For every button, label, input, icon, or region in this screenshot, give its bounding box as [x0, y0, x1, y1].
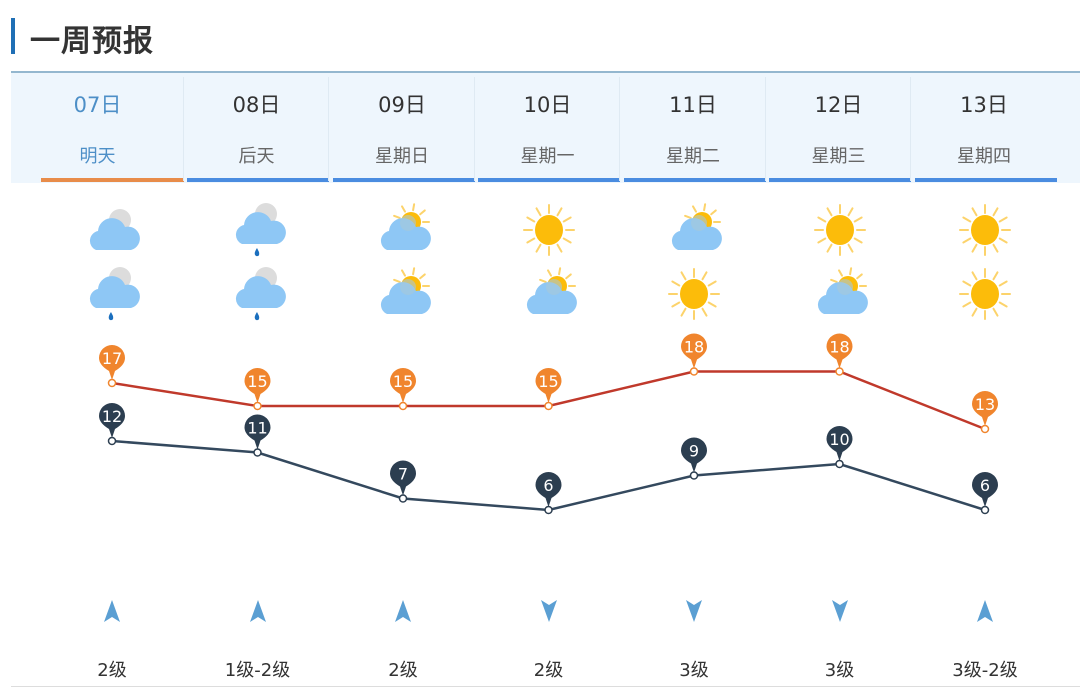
partly-cloudy-icon [373, 200, 433, 260]
sunny-icon [810, 200, 870, 260]
tab-weekday: 星期日 [375, 146, 429, 167]
low-temp-pin: 11 [244, 414, 271, 450]
cloudy-rain-icon [228, 200, 288, 260]
wind-level: 2级 [533, 660, 564, 681]
wind-level: 2级 [388, 660, 418, 681]
day-tabs: 07日 明天 08日 后天 09日 星期日 10日 星期一 11日 星期二 12日 星期三 13日 星期四 [11, 71, 1080, 183]
wind-level: 3级-2级 [952, 660, 1018, 681]
tab-underline [623, 178, 766, 182]
wind-level: 2级 [97, 660, 127, 681]
high-temp-pin: 17 [99, 345, 125, 380]
low-temp-pin: 9 [681, 437, 707, 473]
wind-level: 3级 [679, 660, 709, 681]
low-temp-pin: 7 [389, 460, 417, 496]
wind-level: 3级 [824, 660, 855, 681]
svg-text:15: 15 [393, 372, 413, 391]
wind-arrow-down-icon [534, 596, 564, 626]
tab-date: 10日 [523, 93, 572, 117]
sunny-icon [955, 264, 1015, 324]
tab-weekday: 明天 [79, 146, 116, 167]
bottom-divider [11, 686, 1080, 687]
tab-weekday: 星期二 [666, 146, 720, 167]
tab-day-1[interactable]: 08日后天 [184, 73, 329, 183]
tab-day-0[interactable]: 07日明天 [11, 73, 184, 183]
svg-text:18: 18 [684, 338, 704, 357]
high-temp-pin: 15 [244, 368, 271, 403]
low-temp-pin: 12 [99, 403, 125, 438]
svg-text:13: 13 [975, 395, 995, 414]
wind-arrow-down-icon [679, 596, 709, 626]
wind-arrow-up-icon [97, 596, 127, 626]
partly-cloudy-icon [664, 200, 724, 260]
svg-text:6: 6 [543, 476, 553, 495]
wind-arrow-up-icon [388, 596, 418, 626]
tab-underline [332, 178, 475, 182]
section-title: 一周预报 [30, 24, 154, 59]
wind-arrow-down-icon [825, 596, 855, 626]
svg-text:9: 9 [689, 442, 699, 461]
svg-text:7: 7 [398, 465, 408, 484]
partly-cloudy-icon [373, 264, 433, 324]
tab-date: 12日 [814, 93, 863, 117]
tab-day-5[interactable]: 12日星期三 [766, 73, 911, 183]
tab-underline [769, 178, 911, 182]
cloudy-rain-icon [228, 264, 288, 324]
tab-date: 08日 [232, 93, 281, 117]
low-temp-pin: 10 [826, 426, 853, 461]
svg-text:6: 6 [980, 476, 990, 495]
tab-weekday: 后天 [238, 146, 275, 167]
tab-separator [328, 77, 329, 181]
tab-weekday: 星期一 [520, 146, 575, 167]
tab-date: 11日 [669, 93, 717, 117]
wind-arrow-up-icon [243, 596, 273, 626]
tab-date: 07日 [73, 93, 122, 117]
sunny-icon [519, 200, 579, 260]
high-temp-pin: 18 [681, 333, 707, 369]
tab-weekday: 星期四 [957, 146, 1011, 167]
tab-separator [473, 77, 475, 181]
high-temp-pin: 13 [972, 391, 998, 426]
low-temp-pin: 6 [972, 472, 998, 507]
high-temp-pin: 15 [535, 368, 562, 403]
wind-level: 1级-2级 [224, 660, 291, 681]
svg-text:11: 11 [247, 419, 267, 438]
tab-underline [41, 178, 184, 182]
svg-text:10: 10 [829, 430, 849, 449]
svg-text:12: 12 [102, 407, 122, 426]
tab-separator [183, 77, 184, 181]
low-temp-pin: 6 [535, 472, 562, 507]
tab-day-4[interactable]: 11日星期二 [621, 73, 766, 183]
partly-cloudy-icon [810, 264, 870, 324]
partly-cloudy-icon [519, 264, 579, 324]
high-temp-pin: 15 [389, 367, 417, 403]
svg-text:15: 15 [538, 372, 558, 391]
tab-separator [764, 77, 766, 181]
sunny-icon [664, 264, 724, 324]
title-accent-bar [11, 18, 15, 54]
tab-underline [478, 178, 620, 182]
sunny-icon [955, 200, 1015, 260]
svg-text:17: 17 [102, 349, 122, 368]
svg-text:15: 15 [247, 372, 267, 391]
tab-date: 13日 [960, 93, 1008, 117]
tab-weekday: 星期三 [811, 146, 866, 167]
cloudy-icon [82, 200, 142, 260]
cloudy-rain-icon [82, 264, 142, 324]
wind-arrow-up-icon [970, 596, 1000, 626]
tab-separator [619, 77, 620, 181]
high-temp-pin: 18 [826, 333, 853, 369]
tab-underline [187, 178, 329, 182]
tab-day-2[interactable]: 09日星期日 [330, 73, 475, 183]
tab-day-3[interactable]: 10日星期一 [475, 73, 620, 183]
svg-text:18: 18 [829, 338, 849, 357]
tab-day-6[interactable]: 13日星期四 [912, 73, 1057, 183]
tab-underline [914, 178, 1057, 182]
tab-date: 09日 [378, 93, 426, 117]
tab-separator [910, 77, 911, 181]
